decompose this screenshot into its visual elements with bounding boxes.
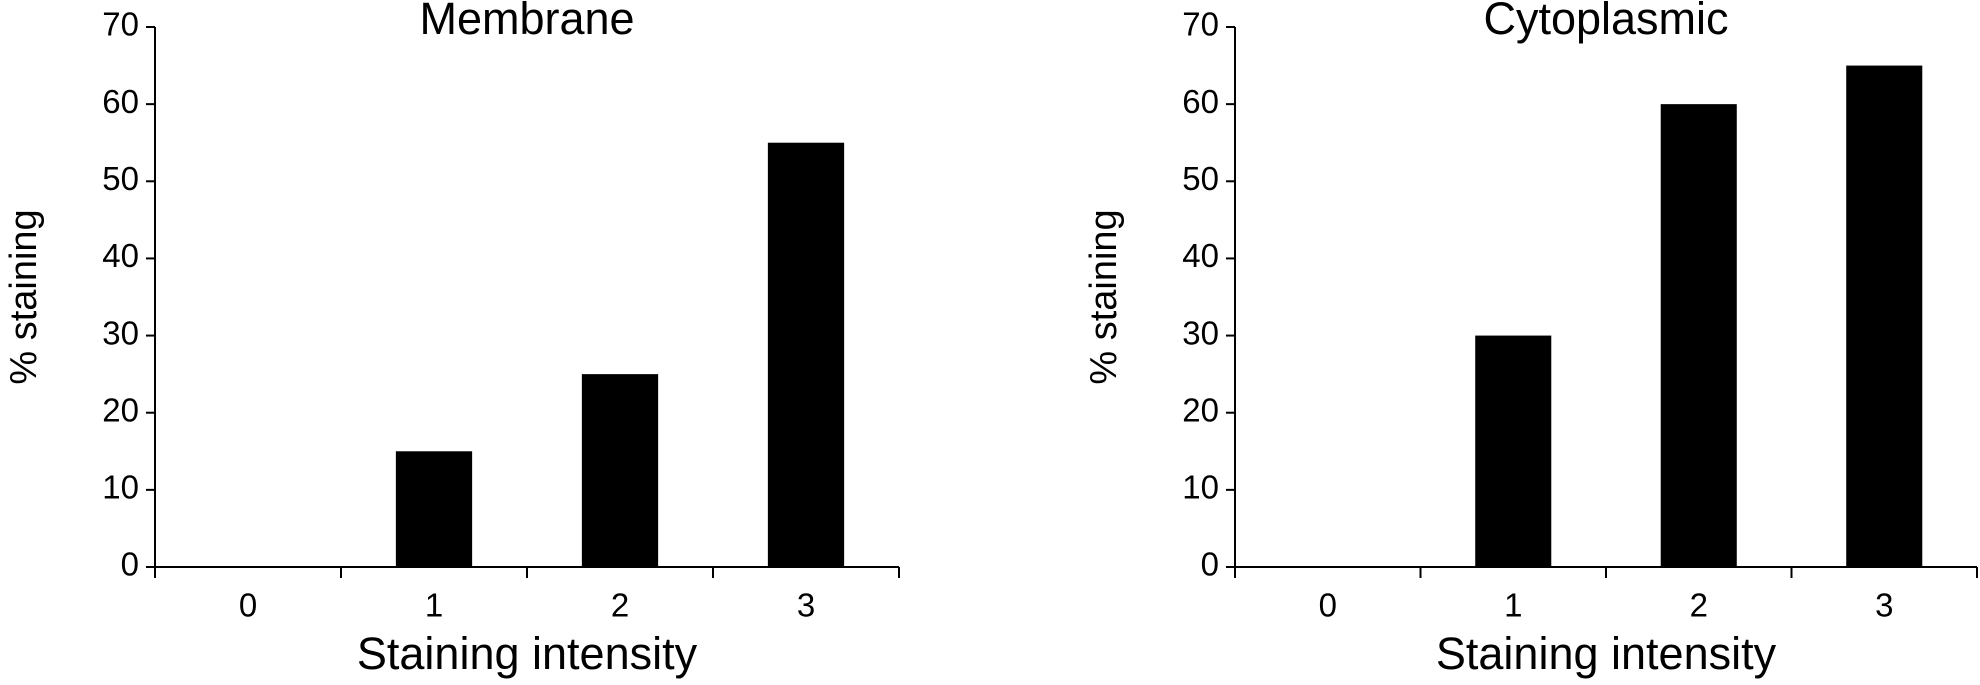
y-axis-label: % staining <box>3 209 45 384</box>
x-axis-label: Staining intensity <box>357 628 698 679</box>
x-tick-label: 2 <box>1690 587 1708 624</box>
y-tick-label: 20 <box>1182 391 1219 428</box>
y-tick-label: 30 <box>1182 314 1219 351</box>
y-tick-label: 70 <box>1182 6 1219 43</box>
x-tick-label: 2 <box>611 587 629 624</box>
y-tick-label: 60 <box>102 83 139 120</box>
y-tick-label: 30 <box>102 314 139 351</box>
bar <box>1660 104 1737 568</box>
y-tick-label: 10 <box>102 469 139 506</box>
y-tick-label: 60 <box>1182 83 1219 120</box>
y-tick-label: 50 <box>1182 160 1219 197</box>
x-tick-label: 3 <box>797 587 815 624</box>
bar <box>581 374 659 567</box>
y-tick-label: 70 <box>102 6 139 43</box>
bar <box>395 451 473 567</box>
bar <box>1475 335 1552 567</box>
bar <box>767 142 845 567</box>
chart-title: Cytoplasmic <box>1483 0 1728 44</box>
y-tick-label: 20 <box>102 391 139 428</box>
chart-title: Membrane <box>419 0 634 44</box>
x-tick-label: 3 <box>1875 587 1893 624</box>
x-tick-label: 1 <box>1504 587 1522 624</box>
y-tick-label: 10 <box>1182 469 1219 506</box>
y-tick-label: 40 <box>1182 237 1219 274</box>
y-tick-label: 0 <box>121 546 139 583</box>
x-tick-label: 0 <box>239 587 257 624</box>
bar <box>1846 65 1923 568</box>
y-tick-label: 0 <box>1201 546 1219 583</box>
y-tick-label: 50 <box>102 160 139 197</box>
y-axis-label: % staining <box>1083 209 1125 384</box>
y-tick-label: 40 <box>102 237 139 274</box>
x-tick-label: 0 <box>1319 587 1337 624</box>
x-axis-label: Staining intensity <box>1436 628 1777 679</box>
x-tick-label: 1 <box>425 587 443 624</box>
